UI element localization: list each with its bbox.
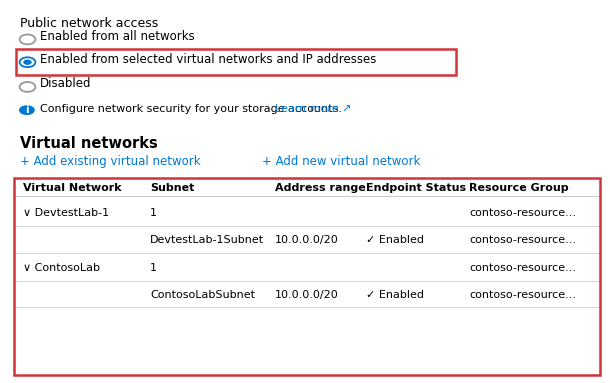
Text: Resource Group: Resource Group <box>469 183 569 193</box>
Text: 10.0.0.0/20: 10.0.0.0/20 <box>274 290 339 300</box>
Text: ∨ DevtestLab-1: ∨ DevtestLab-1 <box>23 208 109 218</box>
Text: + Add new virtual network: + Add new virtual network <box>262 155 421 169</box>
Text: contoso-resource...: contoso-resource... <box>469 208 576 218</box>
Text: 1: 1 <box>150 208 157 218</box>
Text: DevtestLab-1Subnet: DevtestLab-1Subnet <box>150 235 264 245</box>
Text: i: i <box>25 105 29 115</box>
Circle shape <box>23 60 32 65</box>
Text: Virtual Network: Virtual Network <box>23 183 121 193</box>
Text: ✓ Enabled: ✓ Enabled <box>366 290 424 300</box>
Text: Public network access: Public network access <box>20 17 158 30</box>
Circle shape <box>20 82 35 92</box>
Text: Virtual networks: Virtual networks <box>20 136 157 151</box>
Text: Address range: Address range <box>274 183 365 193</box>
Text: Enabled from all networks: Enabled from all networks <box>40 30 195 43</box>
Text: Enabled from selected virtual networks and IP addresses: Enabled from selected virtual networks a… <box>40 53 376 65</box>
Circle shape <box>20 57 35 67</box>
Text: contoso-resource...: contoso-resource... <box>469 235 576 245</box>
Circle shape <box>19 105 35 115</box>
Text: contoso-resource...: contoso-resource... <box>469 263 576 273</box>
Text: Learn more ↗: Learn more ↗ <box>274 104 351 114</box>
Text: Subnet: Subnet <box>150 183 195 193</box>
Text: ContosoLabSubnet: ContosoLabSubnet <box>150 290 255 300</box>
Text: + Add existing virtual network: + Add existing virtual network <box>20 155 200 169</box>
Text: Configure network security for your storage accounts.: Configure network security for your stor… <box>40 104 342 114</box>
Text: 1: 1 <box>150 263 157 273</box>
Text: Disabled: Disabled <box>40 77 92 90</box>
Text: ∨ ContosoLab: ∨ ContosoLab <box>23 263 99 273</box>
Circle shape <box>20 34 35 44</box>
Text: Endpoint Status: Endpoint Status <box>366 183 466 193</box>
Text: contoso-resource...: contoso-resource... <box>469 290 576 300</box>
Text: ✓ Enabled: ✓ Enabled <box>366 235 424 245</box>
Text: 10.0.0.0/20: 10.0.0.0/20 <box>274 235 339 245</box>
